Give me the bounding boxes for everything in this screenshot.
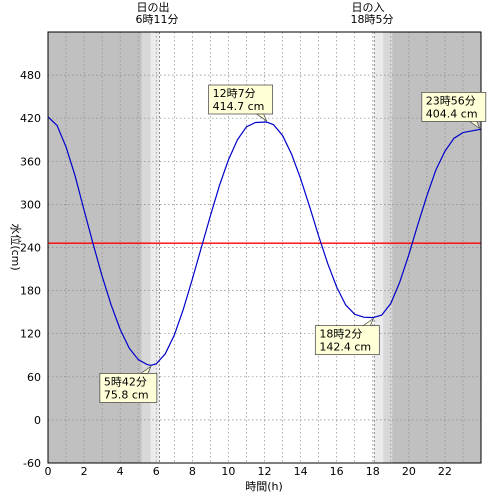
y-tick-label: 0 [34,414,41,427]
callout-time: 12時7分 [213,87,256,100]
y-tick-label: 420 [20,112,41,125]
x-tick-label: 2 [81,465,88,478]
callout-box [421,92,487,122]
callout-level: 142.4 cm [319,341,371,354]
callout-pointer [468,121,481,130]
x-tick-label: 8 [189,465,196,478]
callout-box [314,325,380,356]
callout-level: 414.7 cm [213,100,265,113]
y-tick-label: 360 [20,155,41,168]
plot-border [47,31,482,464]
sunrise-title: 日の出 [137,0,170,14]
x-tick-label: 22 [438,465,452,478]
callout-box [208,84,274,115]
x-tick-label: 6 [153,465,160,478]
x-tick-label: 14 [294,465,308,478]
y-tick-label: 480 [20,69,41,82]
callout-level: 404.4 cm [426,107,478,120]
y-tick-label: -60 [23,457,41,470]
x-tick-label: 18 [366,465,380,478]
callout-time: 5時42分 [104,375,147,388]
y-tick-label: 240 [20,242,41,255]
callout-pointer [255,113,268,123]
y-tick-label: 120 [20,328,41,341]
callout-time: 23時56分 [426,94,476,107]
y-tick-label: 180 [20,285,41,298]
tide-line [47,116,482,366]
plot-frame [47,31,482,464]
sunset-title: 日の入 [352,1,385,14]
x-tick-label: 20 [402,465,416,478]
x-tick-label: 16 [330,465,344,478]
callout-level: 75.8 cm [104,388,149,401]
callout-pointer [362,317,375,327]
y-tick-label: 60 [27,371,41,384]
tide-series [47,116,482,366]
sunrise-time: 6時11分 [136,13,179,26]
y-tick-label: 300 [20,198,41,211]
sunset-time: 18時5分 [351,13,394,26]
callout-time: 18時2分 [319,328,362,341]
callout-box [99,373,158,403]
x-axis-title: 時間(h) [245,480,283,493]
x-tick-label: 0 [45,465,52,478]
callout-pointer [139,365,152,374]
x-tick-label: 12 [258,465,272,478]
y-axis-title: 水位(cm) [9,223,23,270]
sun-labels: 日の出 6時11分 日の入 18時5分 [136,0,394,26]
x-tick-label: 10 [221,465,235,478]
tick-labels: 0 2 4 6 8 10 12 14 16 18 20 22 -60 0 60 120 180 240 300 360… [20,69,452,478]
x-tick-label: 4 [117,465,124,478]
